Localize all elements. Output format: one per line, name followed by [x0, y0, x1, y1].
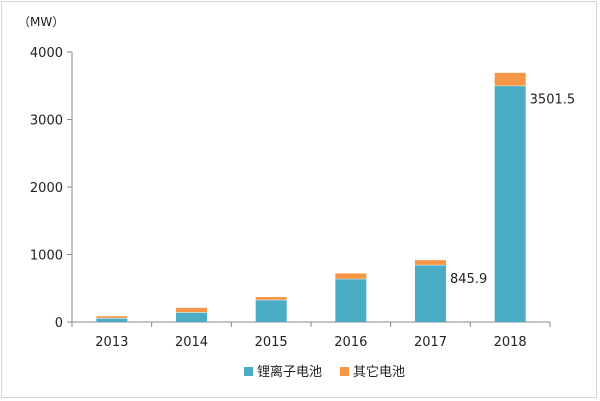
bar-2015-series-0: [255, 299, 287, 322]
legend-label-0: 锂离子电池: [257, 364, 322, 380]
x-tick-label: 2014: [175, 335, 208, 350]
legend-swatch-1: [340, 367, 349, 376]
y-tick-label: 0: [55, 316, 63, 331]
legend: 锂离子电池 其它电池: [244, 364, 405, 380]
data-labels: 845.9 3501.5: [450, 93, 575, 287]
bar-2014-series-0: [176, 312, 207, 322]
bar-2017-series-0: [415, 264, 446, 322]
x-tick-label: 2016: [334, 335, 367, 350]
axes: 0 1000 2000 3000 4000 2013 2014 2015 2016 2017 201…: [30, 46, 551, 350]
bars: [96, 72, 526, 323]
legend-label-1: 其它电池: [353, 364, 405, 380]
x-tick-label: 2013: [95, 335, 128, 350]
y-tick-label: 2000: [30, 181, 63, 196]
bar-2016-series-1: [335, 273, 367, 279]
bar-2018-series-0: [494, 85, 526, 323]
bar-2015-series-1: [255, 297, 287, 300]
bar-2016-series-0: [335, 278, 367, 322]
x-tick-label: 2015: [255, 335, 288, 350]
bar-2018-series-1: [494, 72, 526, 86]
y-tick-label: 4000: [30, 46, 63, 61]
y-axis-unit-label: （MW）: [18, 15, 64, 29]
legend-swatch-0: [244, 367, 253, 376]
bar-2013-series-0: [96, 317, 128, 322]
bar-2013-series-1: [96, 316, 128, 318]
x-tick-label: 2017: [414, 335, 447, 350]
bar-2017-series-1: [415, 260, 446, 265]
x-tick-label: 2018: [494, 335, 527, 350]
y-tick-label: 1000: [30, 249, 63, 264]
bar-2014-series-1: [176, 307, 207, 313]
y-tick-label: 3000: [30, 114, 63, 129]
data-label-2017: 845.9: [450, 272, 487, 287]
data-label-2018: 3501.5: [530, 93, 576, 108]
